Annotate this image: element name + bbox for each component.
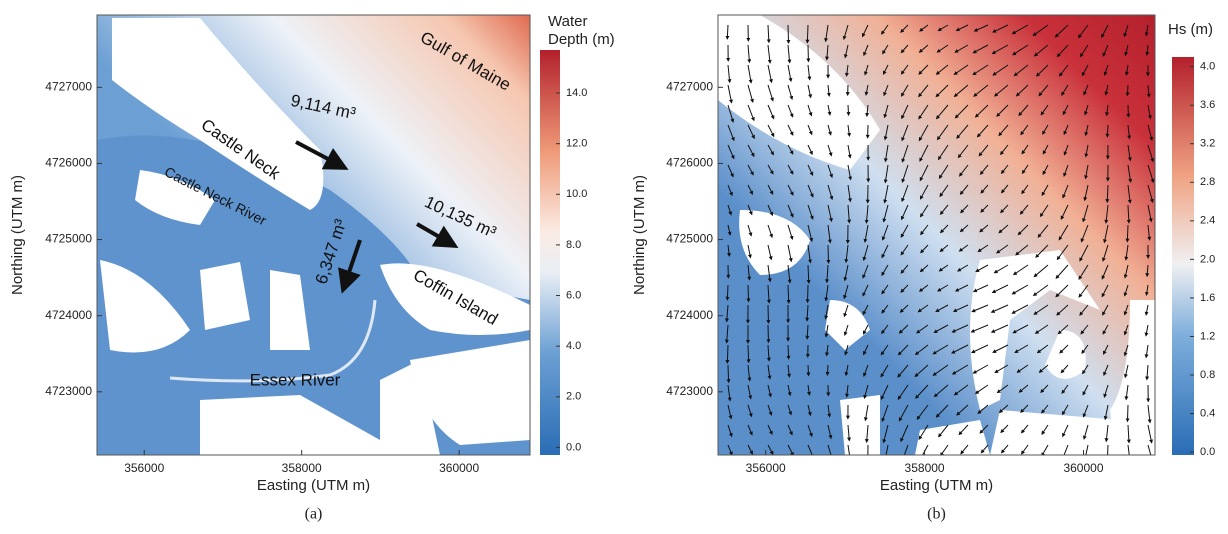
annotation: Essex River [250, 370, 341, 389]
map-a: Gulf of Maine Castle Neck Castle Neck Ri… [97, 15, 530, 455]
figure: Gulf of Maine Castle Neck Castle Neck Ri… [0, 0, 1228, 529]
map-b [718, 15, 1155, 463]
y-tick-label: 4725000 [45, 232, 92, 246]
y-tick-label: 4727000 [45, 79, 92, 93]
y-tick-label: 4723000 [45, 384, 92, 398]
colorbar-tick-label: 1.2 [1200, 330, 1215, 342]
x-axis-label: Easting (UTM m) [880, 477, 993, 494]
y-tick-label: 4723000 [666, 384, 713, 398]
x-axis-label: Easting (UTM m) [257, 477, 370, 494]
colorbar-tick-label: 2.8 [1200, 176, 1215, 188]
colorbar-tick-label: 0.0 [1200, 446, 1215, 458]
colorbar-title: Water [548, 13, 587, 30]
wave-vector [728, 365, 729, 382]
colorbar-tick-label: 0.0 [566, 441, 581, 453]
y-tick-label: 4724000 [666, 308, 713, 322]
x-tick-label: 360000 [439, 461, 479, 475]
colorbar-tick-label: 6.0 [566, 289, 581, 301]
colorbar-tick-label: 4.0 [566, 340, 581, 352]
y-tick-label: 4726000 [45, 156, 92, 170]
wave-vector [727, 285, 728, 300]
wave-vector [807, 25, 808, 43]
x-tick-label: 358000 [282, 461, 322, 475]
x-tick-label: 358000 [905, 461, 945, 475]
colorbar-tick-label: 4.0 [1200, 61, 1215, 73]
wave-vector [748, 285, 749, 302]
colorbar-tick-label: 10.0 [566, 188, 587, 200]
colorbar-tick-label: 8.0 [566, 239, 581, 251]
y-tick-label: 4726000 [666, 156, 713, 170]
caption: (b) [927, 506, 946, 523]
colorbar-tick-label: 2.4 [1200, 215, 1215, 227]
wave-vector [788, 25, 789, 43]
colorbar-tick-label: 0.8 [1200, 369, 1215, 381]
wave-vector [727, 345, 728, 363]
colorbar-tick-label: 0.4 [1200, 407, 1215, 419]
y-axis-label: Northing (UTM m) [631, 175, 648, 295]
x-tick-label: 356000 [746, 461, 786, 475]
colorbar-tick-label: 12.0 [566, 138, 587, 150]
wave-vector [1127, 405, 1128, 421]
wave-vector [788, 345, 789, 359]
colorbar-tick-label: 2.0 [1200, 253, 1215, 265]
y-tick-label: 4724000 [45, 308, 92, 322]
x-tick-label: 360000 [1063, 461, 1103, 475]
colorbar-tick-label: 1.6 [1200, 292, 1215, 304]
colorbar-tick-label: 14.0 [566, 87, 587, 99]
wave-vector [1107, 125, 1108, 137]
wave-vector [848, 105, 849, 115]
colorbar-tick-label: 3.6 [1200, 99, 1215, 111]
colorbar [540, 50, 560, 455]
y-axis-label: Northing (UTM m) [9, 175, 26, 295]
wave-vector [827, 365, 828, 375]
wave-vector [748, 345, 749, 362]
colorbar-title: Hs (m) [1168, 21, 1213, 38]
y-tick-label: 4727000 [666, 79, 713, 93]
wave-vector [1127, 225, 1128, 242]
colorbar-title: Depth (m) [548, 31, 615, 48]
colorbar-tick-label: 2.0 [566, 391, 581, 403]
colorbar [1172, 57, 1194, 455]
wave-vector [1127, 85, 1128, 95]
caption: (a) [305, 506, 323, 523]
wave-vector [808, 365, 809, 376]
colorbar-tick-label: 3.2 [1200, 138, 1215, 150]
x-tick-label: 356000 [124, 461, 164, 475]
y-tick-label: 4725000 [666, 232, 713, 246]
